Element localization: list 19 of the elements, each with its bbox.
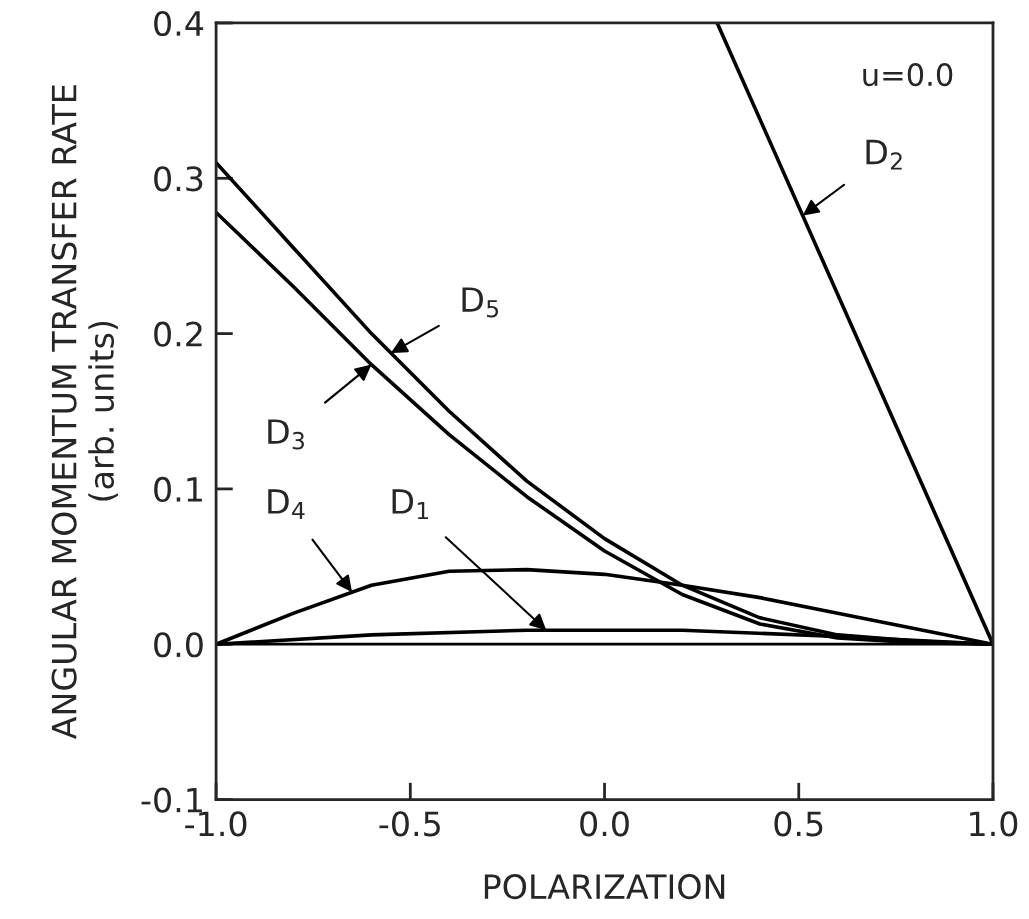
x-tick-label: 1.0 — [970, 811, 1018, 837]
x-tick-label: -1.0 — [185, 811, 247, 837]
y-axis-title: ANGULAR MOMENTUM TRANSFER RATE (arb. units) — [51, 85, 118, 740]
x-tick-label: 0.5 — [774, 811, 823, 837]
x-axis-title: POLARIZATION — [484, 874, 725, 900]
text: D$_{1}$ — [392, 489, 428, 520]
y-tick-label: 0.2 — [154, 321, 202, 347]
text: D$_{2}$ — [866, 139, 902, 170]
x-tick-label: 0.0 — [580, 811, 629, 837]
y-tick-label: 0.0 — [154, 632, 203, 658]
annotation: u=0.0 — [863, 63, 953, 87]
y-tick-label: 0.1 — [154, 476, 202, 503]
y-tick-label: 0.4 — [154, 10, 204, 37]
y-tick-label: 0.3 — [154, 166, 203, 192]
text: D$_{3}$ — [268, 419, 304, 450]
y-tick-label: -0.1 — [141, 787, 202, 813]
text: D$_{5}$ — [462, 287, 499, 318]
text: D$_{4}$ — [268, 489, 305, 520]
x-tick-label: -0.5 — [379, 811, 440, 837]
